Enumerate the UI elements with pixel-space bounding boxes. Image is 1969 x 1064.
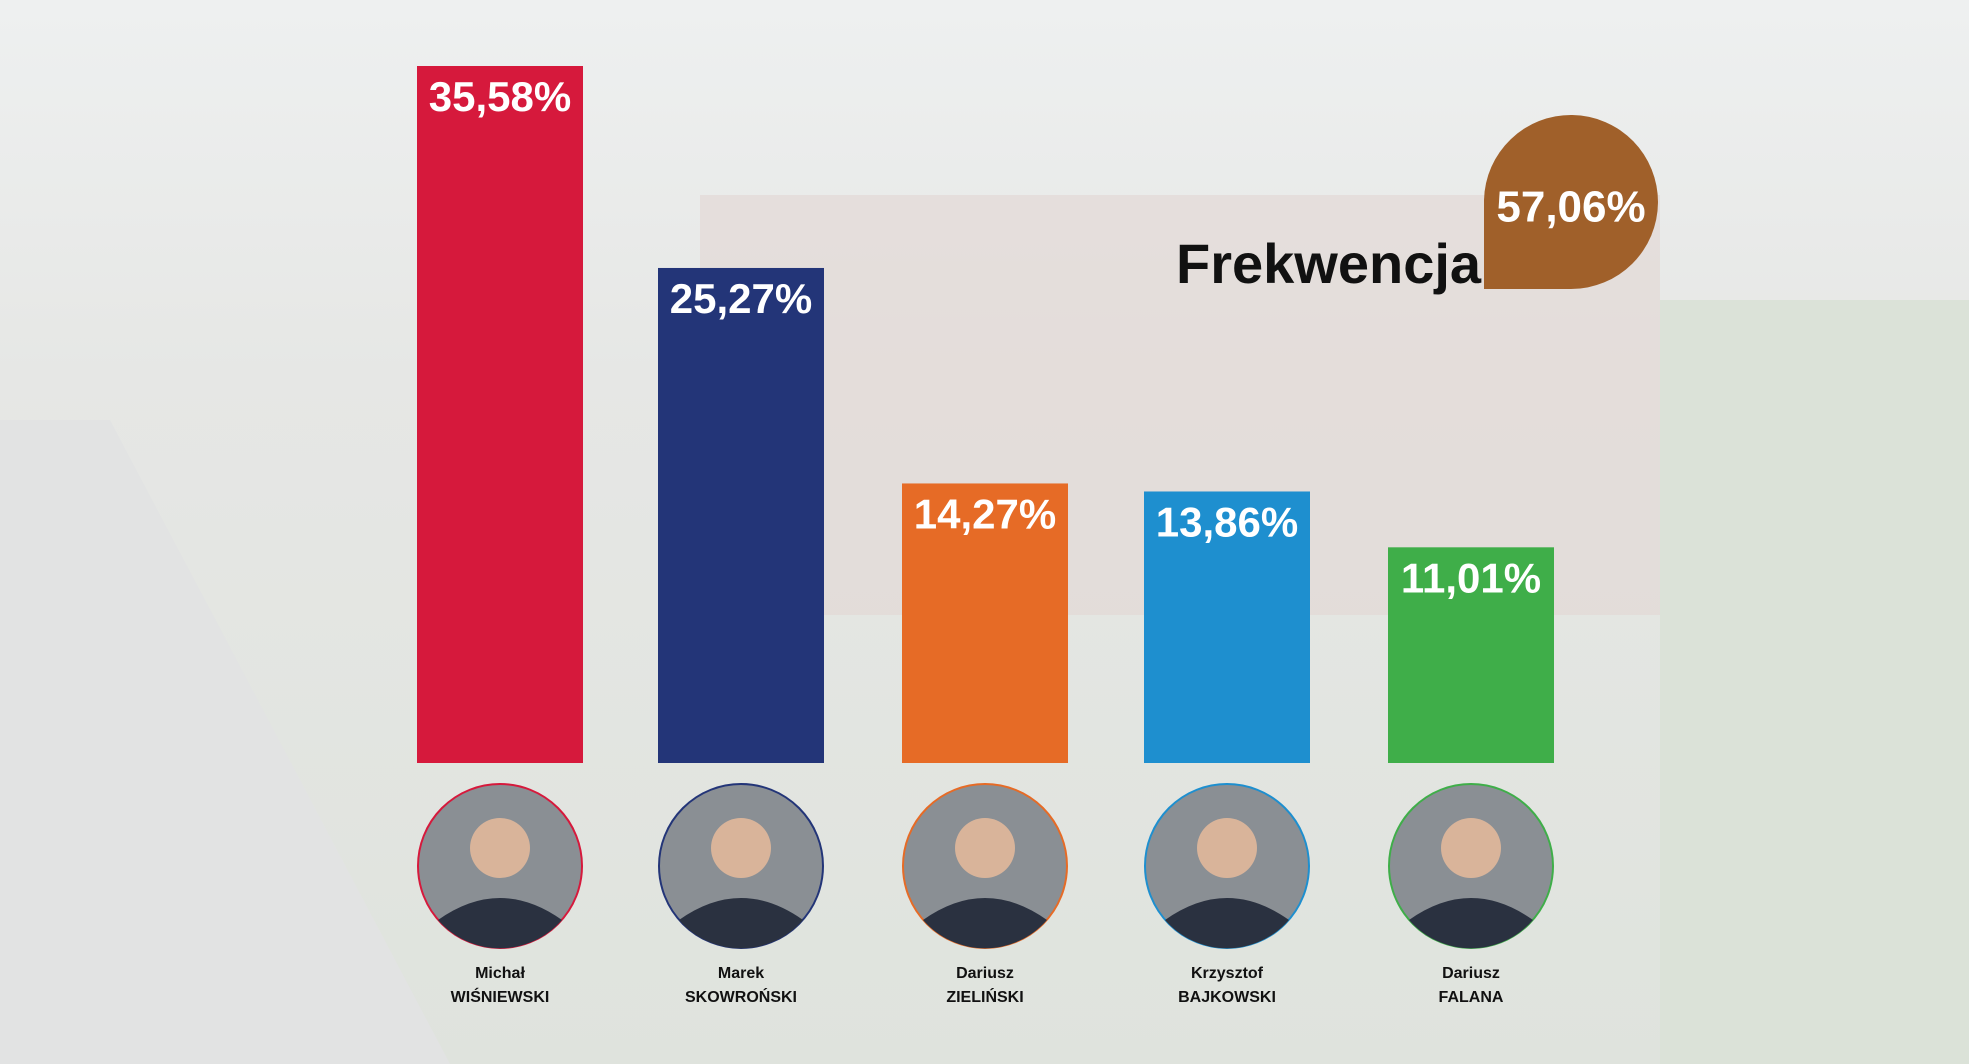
bar	[1388, 547, 1554, 763]
photo-head	[955, 818, 1015, 878]
photo-head	[711, 818, 771, 878]
photo-head	[470, 818, 530, 878]
photo-body	[679, 898, 803, 949]
value-label: 35,58%	[429, 73, 571, 120]
candidate-first-name: Dariusz	[1442, 965, 1500, 982]
photo-head	[1197, 818, 1257, 878]
turnout-value: 57,06%	[1496, 183, 1645, 232]
photo-body	[438, 898, 562, 949]
value-label: 25,27%	[670, 275, 812, 322]
value-label: 11,01%	[1401, 554, 1541, 601]
candidate-last-name: FALANA	[1439, 989, 1504, 1006]
candidate-last-name: SKOWROŃSKI	[685, 987, 797, 1006]
value-label: 13,86%	[1156, 499, 1298, 546]
value-label: 14,27%	[914, 491, 1056, 538]
candidate-first-name: Marek	[718, 965, 764, 982]
candidate-first-name: Dariusz	[956, 965, 1014, 982]
turnout-badge	[1484, 114, 1658, 289]
bar	[417, 66, 583, 763]
photo-body	[1165, 898, 1289, 949]
candidate-first-name: Krzysztof	[1191, 965, 1264, 982]
candidate-last-name: BAJKOWSKI	[1178, 989, 1276, 1006]
photo-head	[1441, 818, 1501, 878]
photo-body	[923, 898, 1047, 949]
candidate-last-name: WIŚNIEWSKI	[451, 987, 550, 1006]
bar	[1144, 491, 1310, 763]
bar	[658, 267, 824, 763]
bar	[902, 483, 1068, 763]
candidate-first-name: Michał	[475, 965, 525, 982]
photo-body	[1409, 898, 1533, 949]
candidate-last-name: ZIELIŃSKI	[946, 987, 1023, 1006]
turnout-label: Frekwencja:	[1176, 232, 1500, 295]
trees	[1660, 300, 1969, 1064]
road	[0, 420, 450, 1064]
